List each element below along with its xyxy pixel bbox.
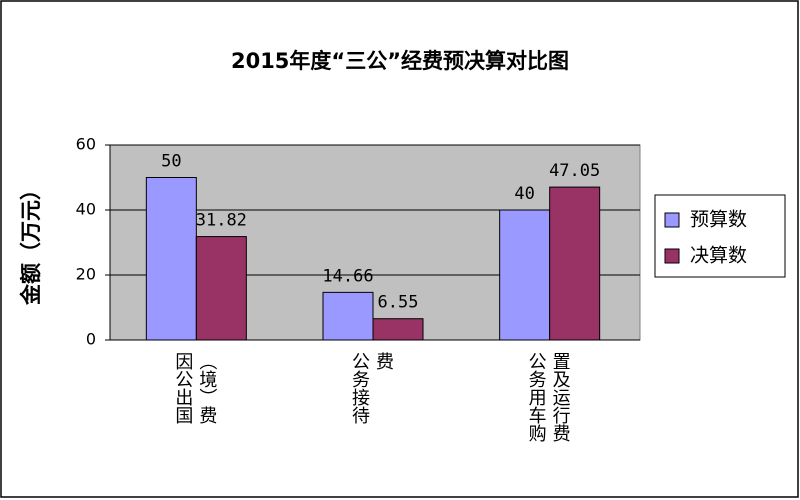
bar xyxy=(499,209,551,341)
x-tick-label: 公务用车购置及运行费 xyxy=(525,352,571,442)
legend-swatch xyxy=(664,212,680,228)
bar xyxy=(145,177,197,341)
x-tick-label: 因公出国（境）费 xyxy=(172,352,218,424)
chart-title: 2015年度“三公”经费预决算对比图 xyxy=(231,49,569,73)
value-label: 47.05 xyxy=(549,161,600,181)
value-label: 31.82 xyxy=(196,211,247,231)
bar xyxy=(372,318,424,341)
legend-swatch xyxy=(664,248,680,264)
y-tick-label: 40 xyxy=(76,200,96,219)
value-label: 40 xyxy=(514,184,534,204)
legend-label: 决算数 xyxy=(690,245,747,267)
bar xyxy=(195,236,247,341)
x-tick-label: 公务接待费 xyxy=(349,352,394,424)
y-tick-label: 20 xyxy=(76,265,96,284)
y-axis-label: 金额（万元） xyxy=(19,179,43,306)
legend-label: 预算数 xyxy=(690,209,747,231)
bar xyxy=(549,186,601,341)
y-tick-label: 0 xyxy=(86,330,96,349)
value-label: 14.66 xyxy=(322,266,373,286)
y-tick-label: 60 xyxy=(76,135,96,154)
bar xyxy=(322,291,374,341)
value-label: 6.55 xyxy=(378,293,419,313)
value-label: 50 xyxy=(161,152,181,172)
